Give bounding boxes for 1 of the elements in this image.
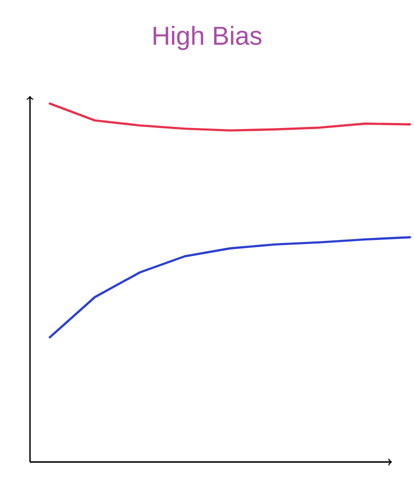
chart-title: High Bias — [154, 26, 262, 50]
